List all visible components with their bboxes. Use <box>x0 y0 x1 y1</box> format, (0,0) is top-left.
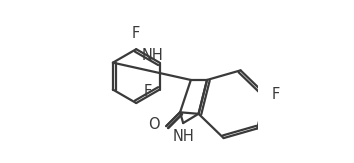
Text: NH: NH <box>142 48 164 63</box>
Text: F: F <box>272 87 280 102</box>
Text: NH: NH <box>173 129 195 144</box>
Text: F: F <box>144 84 152 99</box>
Text: O: O <box>148 117 160 132</box>
Text: F: F <box>132 26 140 41</box>
